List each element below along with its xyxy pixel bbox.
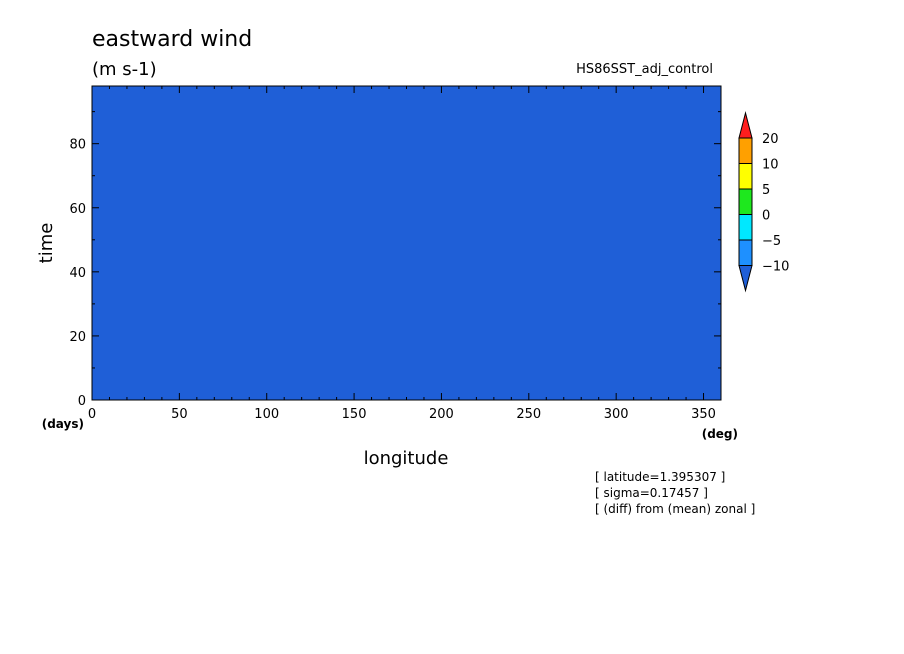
- y-tick-label-80: 80: [69, 138, 86, 153]
- x-tick-label-100: 100: [254, 407, 279, 422]
- x-tick-label-300: 300: [604, 407, 629, 422]
- colorbar-label-1: 10: [762, 158, 779, 173]
- y-tick-label-0: 0: [78, 394, 86, 409]
- colorbar: 20 10 5 0 −5 −10: [738, 111, 789, 293]
- heatmap-field: [92, 86, 721, 400]
- annotation-latitude: [ latitude=1.395307 ]: [595, 470, 725, 484]
- colorbar-below-minus-10: [738, 265, 753, 293]
- colorbar-above-20: [738, 111, 753, 139]
- colorbar-segment-4: [738, 239, 753, 266]
- colorbar-label-4: −5: [762, 234, 781, 249]
- colorbar-label-0: 20: [762, 132, 779, 147]
- x-tick-label-150: 150: [342, 407, 367, 422]
- colorbar-segment-0: [738, 137, 753, 164]
- x-axis: 0 50 100 150 200 250 300 350: [88, 86, 716, 422]
- colorbar-segment-2: [738, 188, 753, 215]
- colorbar-label-3: 0: [762, 209, 770, 224]
- x-axis-label: longitude: [364, 448, 449, 469]
- x-axis-unit: (deg): [702, 427, 738, 441]
- colorbar-segment-1: [738, 163, 753, 190]
- y-tick-label-20: 20: [69, 330, 86, 345]
- y-axis: 0 20 40 60 80: [69, 111, 721, 409]
- chart-title: eastward wind: [92, 27, 252, 52]
- x-tick-label-200: 200: [429, 407, 454, 422]
- colorbar-segment-3: [738, 214, 753, 241]
- annotation-diff: [ (diff) from (mean) zonal ]: [595, 502, 755, 516]
- x-tick-label-50: 50: [171, 407, 188, 422]
- colorbar-label-2: 5: [762, 183, 770, 198]
- colorbar-label-5: −10: [762, 260, 789, 275]
- chart-units: (m s-1): [92, 59, 157, 80]
- run-label: HS86SST_adj_control: [576, 62, 713, 77]
- y-axis-unit: (days): [42, 417, 84, 431]
- x-tick-label-0: 0: [88, 407, 96, 422]
- x-tick-label-350: 350: [691, 407, 716, 422]
- y-tick-label-40: 40: [69, 266, 86, 281]
- y-tick-label-60: 60: [69, 202, 86, 217]
- annotation-sigma: [ sigma=0.17457 ]: [595, 486, 708, 500]
- y-axis-label: time: [36, 223, 57, 264]
- x-tick-label-250: 250: [516, 407, 541, 422]
